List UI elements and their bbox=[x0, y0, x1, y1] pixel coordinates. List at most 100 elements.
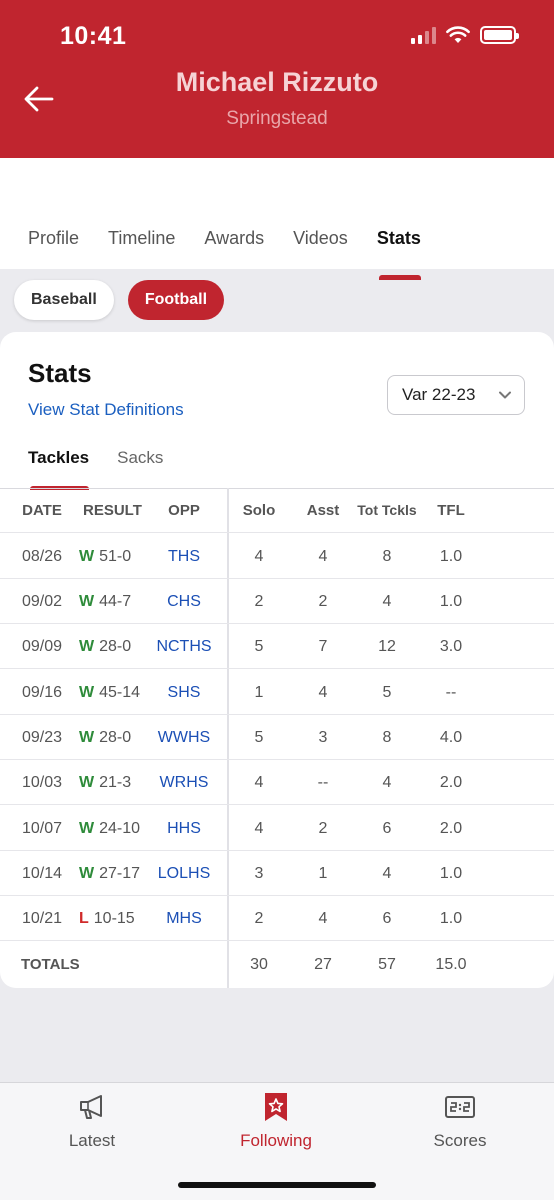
megaphone-icon bbox=[80, 1095, 102, 1119]
row-date: 10/21 bbox=[21, 910, 63, 927]
win-loss-marker: W bbox=[79, 865, 95, 882]
header-result: RESULT bbox=[83, 502, 142, 519]
tab-profile[interactable]: Profile bbox=[28, 228, 80, 248]
row-score: 24-10 bbox=[99, 820, 141, 837]
row-date: 10/07 bbox=[21, 820, 63, 837]
row-asst: 4 bbox=[318, 548, 328, 565]
table-divider bbox=[0, 488, 554, 489]
row-solo: 5 bbox=[254, 729, 264, 746]
scoreboard-icon bbox=[445, 1096, 475, 1118]
tab-timeline[interactable]: Timeline bbox=[108, 228, 176, 248]
total-tfl: 15.0 bbox=[435, 956, 467, 973]
row-tot-tckls: 8 bbox=[382, 729, 392, 746]
row-result: W 45-14 bbox=[76, 670, 148, 715]
row-solo: 3 bbox=[254, 865, 264, 882]
row-tfl: 1.0 bbox=[439, 548, 463, 565]
row-tfl: 1.0 bbox=[439, 593, 463, 610]
row-opponent-link[interactable]: THS bbox=[168, 548, 200, 565]
win-loss-marker: W bbox=[79, 729, 95, 746]
player-name: Michael Rizzuto bbox=[175, 67, 379, 97]
row-score: 51-0 bbox=[99, 548, 132, 565]
stats-title: Stats bbox=[28, 358, 92, 388]
row-solo: 4 bbox=[254, 774, 264, 791]
row-result: W 27-17 bbox=[76, 851, 148, 896]
win-loss-marker: W bbox=[79, 774, 95, 791]
table-row: 10/14 W 27-17 LOLHS 3 1 4 1.0 bbox=[0, 851, 554, 896]
header-tfl: TFL bbox=[437, 502, 465, 519]
header: 10:41 Michael Rizzuto Springstead bbox=[0, 0, 554, 158]
row-score: 45-14 bbox=[99, 684, 141, 701]
row-tfl: -- bbox=[445, 684, 457, 701]
table-row: 10/03 W 21-3 WRHS 4 -- 4 2.0 bbox=[0, 760, 554, 805]
row-opponent-link[interactable]: WWHS bbox=[157, 729, 211, 746]
header-opp: OPP bbox=[168, 502, 200, 519]
home-indicator bbox=[178, 1182, 376, 1188]
nav-scores[interactable]: Scores bbox=[368, 1091, 552, 1151]
row-score: 28-0 bbox=[99, 638, 132, 655]
row-tot-tckls: 5 bbox=[382, 684, 392, 701]
stats-card: Stats View Stat Definitions Var 22-23 Ta… bbox=[0, 332, 554, 988]
total-solo: 30 bbox=[250, 956, 268, 973]
sport-pill-baseball[interactable]: Baseball bbox=[14, 280, 114, 320]
total-tot-tckls: 57 bbox=[378, 956, 396, 973]
header-date: DATE bbox=[22, 502, 62, 519]
profile-tabs-bar: Profile Timeline Awards Videos Stats bbox=[0, 158, 554, 280]
sport-pill-football[interactable]: Football bbox=[127, 280, 225, 320]
table-row: 09/02 W 44-7 CHS 2 2 4 1.0 bbox=[0, 579, 554, 624]
subtab-sacks[interactable]: Sacks bbox=[117, 448, 164, 467]
row-tfl: 1.0 bbox=[439, 910, 463, 927]
stat-definitions-link[interactable]: View Stat Definitions bbox=[28, 400, 184, 419]
table-row: 09/09 W 28-0 NCTHS 5 7 12 3.0 bbox=[0, 624, 554, 669]
nav-latest[interactable]: Latest bbox=[0, 1091, 184, 1151]
row-opponent-link[interactable]: CHS bbox=[167, 593, 201, 610]
row-result: W 28-0 bbox=[76, 624, 148, 669]
row-tfl: 2.0 bbox=[439, 774, 463, 791]
row-score: 21-3 bbox=[99, 774, 132, 791]
subtab-tackles[interactable]: Tackles bbox=[28, 448, 90, 490]
row-asst: 4 bbox=[318, 684, 328, 701]
row-opponent-link[interactable]: NCTHS bbox=[156, 638, 212, 655]
row-opponent-link[interactable]: LOLHS bbox=[157, 865, 211, 882]
bottom-nav: Latest Following Scores bbox=[0, 1082, 554, 1200]
row-score: 10-15 bbox=[93, 910, 135, 927]
season-dropdown[interactable]: Var 22-23 bbox=[387, 375, 525, 415]
row-date: 10/03 bbox=[21, 774, 63, 791]
row-solo: 4 bbox=[254, 820, 264, 837]
column-divider bbox=[227, 488, 229, 988]
row-result: L 10-15 bbox=[76, 896, 148, 941]
row-date: 09/02 bbox=[21, 593, 63, 610]
row-tot-tckls: 6 bbox=[382, 820, 392, 837]
wifi-icon bbox=[446, 26, 470, 43]
header-asst: Asst bbox=[306, 502, 340, 519]
row-result: W 24-10 bbox=[76, 806, 148, 851]
row-opponent-link[interactable]: WRHS bbox=[159, 774, 209, 791]
row-opponent-link[interactable]: MHS bbox=[166, 910, 202, 927]
season-value: Var 22-23 bbox=[402, 385, 476, 404]
header-tot-tckls: Tot Tckls bbox=[357, 502, 417, 518]
row-solo: 2 bbox=[254, 593, 264, 610]
row-asst: 1 bbox=[318, 865, 328, 882]
row-opponent-link[interactable]: SHS bbox=[167, 684, 201, 701]
totals-label: TOTALS bbox=[21, 956, 80, 973]
tab-videos[interactable]: Videos bbox=[293, 228, 348, 248]
nav-following[interactable]: Following bbox=[184, 1091, 368, 1151]
total-asst: 27 bbox=[314, 956, 332, 973]
row-solo: 5 bbox=[254, 638, 264, 655]
sport-selector: Baseball Football bbox=[14, 280, 225, 320]
row-tot-tckls: 6 bbox=[382, 910, 392, 927]
row-asst: -- bbox=[317, 774, 329, 791]
back-arrow-icon[interactable] bbox=[22, 82, 56, 116]
win-loss-marker: L bbox=[79, 910, 89, 927]
nav-scores-label: Scores bbox=[433, 1131, 487, 1150]
tab-awards[interactable]: Awards bbox=[204, 228, 265, 248]
row-tfl: 2.0 bbox=[439, 820, 463, 837]
row-date: 09/09 bbox=[21, 638, 63, 655]
row-tot-tckls: 4 bbox=[382, 593, 392, 610]
tab-stats[interactable]: Stats bbox=[376, 228, 421, 280]
row-asst: 4 bbox=[318, 910, 328, 927]
profile-tabs: Profile Timeline Awards Videos Stats bbox=[28, 228, 450, 280]
table-row: 10/21 L 10-15 MHS 2 4 6 1.0 bbox=[0, 896, 554, 941]
row-score: 27-17 bbox=[99, 865, 141, 882]
row-opponent-link[interactable]: HHS bbox=[167, 820, 201, 837]
status-time: 10:41 bbox=[60, 22, 127, 50]
